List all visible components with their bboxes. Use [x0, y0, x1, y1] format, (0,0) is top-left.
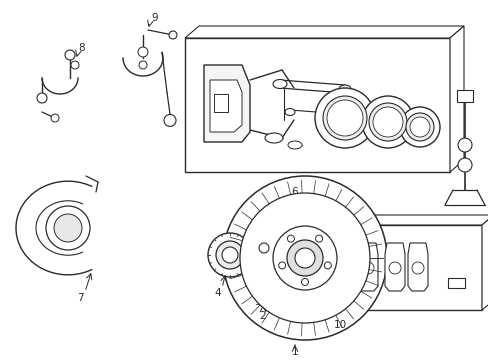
- Polygon shape: [357, 243, 377, 291]
- Bar: [456, 90, 472, 102]
- Circle shape: [399, 107, 439, 147]
- Polygon shape: [209, 80, 242, 132]
- Circle shape: [51, 114, 59, 122]
- Circle shape: [287, 235, 294, 242]
- Circle shape: [46, 206, 90, 250]
- Polygon shape: [184, 26, 463, 38]
- Bar: [282, 225, 481, 310]
- Circle shape: [207, 233, 251, 277]
- Text: 2: 2: [259, 311, 266, 321]
- Circle shape: [361, 96, 413, 148]
- Circle shape: [272, 226, 336, 290]
- Polygon shape: [282, 215, 488, 225]
- Circle shape: [54, 214, 82, 242]
- Circle shape: [278, 262, 285, 269]
- Circle shape: [368, 103, 406, 141]
- Circle shape: [65, 50, 75, 60]
- Circle shape: [315, 235, 322, 242]
- Polygon shape: [321, 243, 347, 285]
- Polygon shape: [447, 278, 464, 288]
- Polygon shape: [481, 215, 488, 310]
- Circle shape: [409, 117, 429, 137]
- Polygon shape: [449, 26, 463, 172]
- Text: 10: 10: [327, 320, 341, 330]
- Polygon shape: [318, 237, 350, 290]
- Circle shape: [294, 248, 314, 268]
- Circle shape: [314, 88, 374, 148]
- Ellipse shape: [347, 112, 357, 120]
- Text: 5: 5: [248, 280, 255, 290]
- Ellipse shape: [285, 108, 294, 116]
- Circle shape: [324, 262, 331, 269]
- Bar: [214, 94, 227, 112]
- Polygon shape: [203, 65, 249, 142]
- Circle shape: [138, 47, 148, 57]
- Circle shape: [405, 113, 433, 141]
- Circle shape: [323, 96, 366, 140]
- Circle shape: [37, 93, 47, 103]
- Circle shape: [216, 241, 244, 269]
- Circle shape: [247, 248, 267, 268]
- Circle shape: [259, 243, 268, 253]
- Ellipse shape: [272, 80, 286, 89]
- Text: 6: 6: [278, 180, 285, 190]
- Circle shape: [71, 61, 79, 69]
- Text: 4: 4: [214, 288, 221, 298]
- Circle shape: [457, 138, 471, 152]
- Circle shape: [163, 114, 176, 126]
- Text: 8: 8: [79, 43, 85, 53]
- Polygon shape: [384, 243, 404, 291]
- Circle shape: [457, 158, 471, 172]
- Text: 7: 7: [77, 293, 83, 303]
- Circle shape: [286, 240, 323, 276]
- Circle shape: [139, 61, 147, 69]
- Ellipse shape: [338, 85, 350, 93]
- Ellipse shape: [287, 141, 302, 149]
- Circle shape: [242, 242, 273, 274]
- Circle shape: [223, 176, 386, 340]
- Text: 10: 10: [333, 320, 346, 330]
- Polygon shape: [16, 181, 91, 275]
- Circle shape: [326, 100, 362, 136]
- Circle shape: [222, 247, 238, 263]
- Polygon shape: [407, 243, 427, 291]
- Polygon shape: [288, 237, 320, 290]
- Circle shape: [240, 193, 369, 323]
- Circle shape: [301, 279, 308, 285]
- Circle shape: [372, 107, 402, 137]
- Text: 3: 3: [253, 297, 260, 307]
- Polygon shape: [291, 243, 317, 285]
- Bar: [184, 38, 449, 172]
- Ellipse shape: [264, 133, 283, 143]
- Text: 9: 9: [151, 13, 158, 23]
- Text: 6: 6: [291, 187, 298, 197]
- Text: 1: 1: [291, 347, 298, 357]
- Circle shape: [169, 31, 177, 39]
